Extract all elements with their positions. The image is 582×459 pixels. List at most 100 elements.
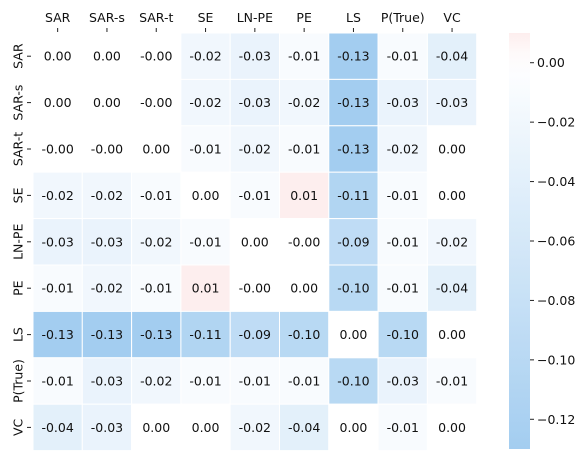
cell-value-label: 0.00	[438, 188, 466, 203]
heatmap-cell	[81, 403, 133, 452]
cell-value-label: 0.00	[438, 327, 466, 342]
cell-value-label: -0.13	[337, 49, 369, 64]
cell-value-label: -0.09	[337, 234, 369, 249]
cell-value-label: -0.00	[239, 281, 271, 296]
heatmap-cell	[180, 218, 231, 266]
heatmap-cell	[32, 403, 83, 452]
heatmap-cell-labels: 0.00 0.00 -0.00 -0.02 -0.03 -0.01 -0.13 -0.01 -0…	[41, 49, 468, 435]
heatmap-cell	[328, 403, 379, 452]
heatmap-cell	[229, 403, 280, 452]
heatmap-cell	[81, 171, 133, 220]
heatmap-cell	[131, 32, 182, 80]
colorbar: 0.00 −0.02 −0.04 −0.06 −0.08 −0.10 −0.12	[509, 33, 575, 449]
colorbar-tick-label: −0.12	[537, 412, 575, 427]
cell-value-label: -0.11	[189, 327, 221, 342]
heatmap-cell	[131, 125, 182, 173]
y-tick-label: P(True)	[11, 359, 26, 403]
cell-value-label: -0.02	[140, 374, 172, 389]
heatmap-cells	[32, 32, 478, 452]
heatmap-cell	[377, 78, 428, 127]
cell-value-label: 0.01	[192, 281, 220, 296]
cell-value-label: -0.04	[41, 420, 73, 435]
heatmap-cell	[426, 218, 478, 266]
cell-value-label: 0.00	[142, 420, 170, 435]
heatmap-cell	[131, 357, 182, 405]
cell-value-label: -0.02	[41, 188, 73, 203]
cell-value-label: -0.00	[140, 49, 172, 64]
heatmap-cell	[426, 78, 478, 127]
y-tick-label: LS	[11, 327, 26, 342]
colorbar-tick-label: −0.06	[537, 234, 575, 249]
cell-value-label: -0.02	[239, 142, 271, 157]
cell-value-label: -0.01	[140, 188, 172, 203]
heatmap-cell	[328, 357, 379, 405]
x-tick-label: SE	[198, 10, 214, 25]
heatmap-cell	[32, 310, 83, 359]
cell-value-label: -0.01	[239, 188, 271, 203]
cell-value-label: -0.02	[140, 234, 172, 249]
heatmap-cell	[279, 403, 330, 452]
cell-value-label: 0.00	[192, 420, 220, 435]
heatmap-cell	[328, 218, 379, 266]
cell-value-label: -0.01	[387, 281, 419, 296]
cell-value-label: -0.03	[91, 420, 123, 435]
heatmap-cell	[32, 357, 83, 405]
cell-value-label: -0.03	[239, 49, 271, 64]
heatmap-cell	[328, 78, 379, 127]
colorbar-tick-label: −0.04	[537, 174, 575, 189]
cell-value-label: -0.03	[436, 95, 468, 110]
cell-value-label: -0.03	[41, 234, 73, 249]
cell-value-label: -0.01	[288, 374, 320, 389]
heatmap-cell	[180, 171, 231, 220]
cell-value-label: -0.10	[337, 281, 369, 296]
cell-value-label: 0.00	[290, 281, 318, 296]
y-axis-ticks: SAR SAR-s SAR-t SE LN-PE PE LS P(True) VC	[11, 43, 31, 436]
cell-value-label: -0.04	[436, 49, 468, 64]
colorbar-tick-label: −0.08	[537, 293, 575, 308]
heatmap-cell	[426, 125, 478, 173]
cell-value-label: -0.13	[140, 327, 172, 342]
heatmap-cell	[426, 264, 478, 312]
cell-value-label: -0.13	[337, 95, 369, 110]
heatmap-cell	[131, 78, 182, 127]
heatmap-cell	[81, 32, 133, 80]
cell-value-label: -0.01	[189, 142, 221, 157]
cell-value-label: -0.11	[337, 188, 369, 203]
x-tick-label: P(True)	[381, 10, 425, 25]
heatmap-cell	[426, 171, 478, 220]
cell-value-label: -0.03	[91, 374, 123, 389]
colorbar-tick-label: −0.02	[537, 115, 575, 130]
cell-value-label: 0.01	[290, 188, 318, 203]
cell-value-label: -0.13	[91, 327, 123, 342]
cell-value-label: -0.01	[387, 234, 419, 249]
heatmap-cell	[279, 357, 330, 405]
cell-value-label: -0.01	[189, 234, 221, 249]
cell-value-label: -0.01	[436, 374, 468, 389]
cell-value-label: -0.00	[288, 234, 320, 249]
cell-value-label: 0.00	[142, 142, 170, 157]
colorbar-scale	[509, 33, 530, 449]
cell-value-label: -0.03	[239, 95, 271, 110]
heatmap-cell	[229, 125, 280, 173]
heatmap-cell	[328, 310, 379, 359]
cell-value-label: 0.00	[340, 327, 368, 342]
cell-value-label: -0.01	[387, 49, 419, 64]
heatmap-cell	[279, 218, 330, 266]
x-tick-label: VC	[443, 10, 461, 25]
cell-value-label: 0.00	[93, 49, 121, 64]
y-tick-label: SAR-s	[11, 85, 26, 121]
cell-value-label: -0.00	[41, 142, 73, 157]
cell-value-label: -0.04	[288, 420, 320, 435]
cell-value-label: 0.00	[438, 420, 466, 435]
x-tick-label: SAR	[45, 10, 71, 25]
cell-value-label: 0.00	[44, 95, 72, 110]
heatmap-cell	[32, 125, 83, 173]
cell-value-label: -0.01	[288, 142, 320, 157]
heatmap-cell	[229, 357, 280, 405]
x-tick-label: SAR-t	[139, 10, 173, 25]
y-tick-label: PE	[11, 280, 26, 296]
cell-value-label: -0.01	[239, 374, 271, 389]
heatmap-cell	[229, 78, 280, 127]
heatmap-cell	[81, 264, 133, 312]
cell-value-label: -0.03	[387, 95, 419, 110]
